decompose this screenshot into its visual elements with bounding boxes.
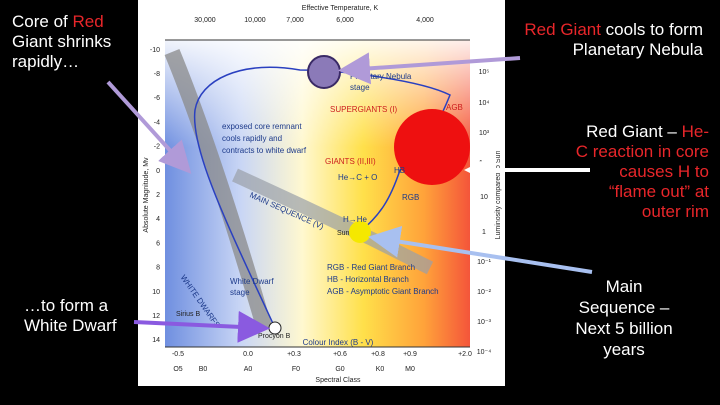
text: Red Giant – [586, 122, 677, 141]
tick-label: 4,000 [416, 17, 434, 24]
region-label: HB [394, 166, 405, 175]
tick-label: 10,000 [244, 17, 266, 24]
tick-label: -8 [154, 71, 160, 78]
axis-title: Luminosity compared to Sun [495, 151, 502, 240]
region-label: GIANTS (II,III) [325, 157, 376, 166]
tick-label: 4 [156, 216, 160, 223]
tick-label: G0 [335, 366, 344, 373]
tick-label: 10 [480, 194, 488, 201]
tick-label: 10 [152, 289, 160, 296]
tick-label: A0 [244, 366, 253, 373]
region-label: H→He [343, 215, 368, 224]
tick-label: 10⁻¹ [477, 259, 491, 266]
region-label: He→C + O [338, 173, 377, 182]
caption: Main Sequence – Next 5 billion years [575, 277, 673, 359]
arrow [133, 310, 270, 343]
tick-label: 14 [152, 337, 160, 344]
tick-label: 2 [156, 192, 160, 199]
axis-title: Spectral Class [315, 377, 361, 384]
tick-label: 10⁴ [479, 100, 490, 107]
tick-label: 0 [156, 168, 160, 175]
tick-label: B0 [199, 366, 208, 373]
tick-label: +0.3 [287, 351, 301, 358]
arrow [338, 52, 521, 85]
tick-label: 0.0 [243, 351, 253, 358]
tick-label: 10² [479, 160, 490, 167]
region-label: AGB [446, 103, 463, 112]
tick-label: 10⁻⁴ [477, 349, 492, 356]
tick-label: 6,000 [336, 17, 354, 24]
caption: …to form a White Dwarf [24, 296, 117, 335]
text: Red Giant [524, 20, 601, 39]
tick-label: 8 [156, 265, 160, 272]
text: cools to form Planetary Nebula [572, 20, 703, 59]
region-label: Sun [337, 230, 350, 237]
tick-label: F0 [292, 366, 300, 373]
tick-label: 10³ [479, 130, 490, 137]
region-label: Sirius B [176, 311, 200, 318]
region-label: stage [230, 288, 250, 297]
tick-label: +2.0 [458, 351, 472, 358]
caption: Red Giant – He-C reaction in core causes… [575, 122, 709, 222]
arrow [368, 225, 593, 274]
text: Red [72, 12, 104, 31]
region-label: cools rapidly and [222, 134, 282, 143]
region-label: stage [350, 83, 370, 92]
caption: Red Giant cools to form Planetary Nebula [515, 20, 703, 60]
region-label: White Dwarf [230, 277, 274, 286]
tick-label: -2 [154, 144, 160, 151]
tick-label: +0.9 [403, 351, 417, 358]
tick-label: K0 [376, 366, 385, 373]
text: Giant shrinks rapidly… [12, 32, 112, 71]
sun [349, 221, 371, 243]
tick-label: 12 [152, 313, 160, 320]
tick-label: O5 [173, 366, 182, 373]
tick-label: 7,000 [286, 17, 304, 24]
tick-label: -10 [150, 47, 160, 54]
region-label: contracts to white dwarf [222, 146, 307, 155]
text: Core of [12, 12, 73, 31]
tick-label: 6 [156, 240, 160, 247]
legend-entry: AGB - Asymptotic Giant Branch [327, 287, 439, 296]
text: He-C reaction in core causes H to “flame… [575, 122, 709, 221]
main-sequence-band [164, 48, 273, 333]
region-label: RGB [402, 193, 419, 202]
tick-label: -0.5 [172, 351, 184, 358]
legend-entry: RGB - Red Giant Branch [327, 263, 415, 272]
planetary-nebula [307, 55, 341, 89]
region-label: exposed core remnant [222, 122, 302, 131]
tick-label: 10⁵ [479, 69, 490, 76]
tick-label: -6 [154, 95, 160, 102]
axis-title: Colour Index (B - V) [303, 338, 374, 347]
region-label: Planetary Nebula [350, 72, 412, 81]
tick-label: 10⁻² [477, 289, 491, 296]
red-giant [394, 109, 470, 185]
tick-label: +0.8 [371, 351, 385, 358]
arrow [106, 80, 192, 174]
tick-label: -4 [154, 119, 160, 126]
tick-label: 1 [482, 229, 486, 236]
tick-label: 30,000 [194, 17, 216, 24]
legend-entry: HB - Horizontal Branch [327, 275, 409, 284]
axis-title: Absolute Magnitude, Mv [143, 157, 150, 233]
axis-title: Effective Temperature, K [302, 5, 379, 12]
region-label: Procyon B [258, 333, 291, 340]
region-label: SUPERGIANTS (I) [330, 105, 397, 114]
caption: Core of Red Giant shrinks rapidly… [12, 12, 140, 72]
tick-label: M0 [405, 366, 415, 373]
tick-label: 10⁻³ [477, 319, 491, 326]
tick-label: +0.6 [333, 351, 347, 358]
